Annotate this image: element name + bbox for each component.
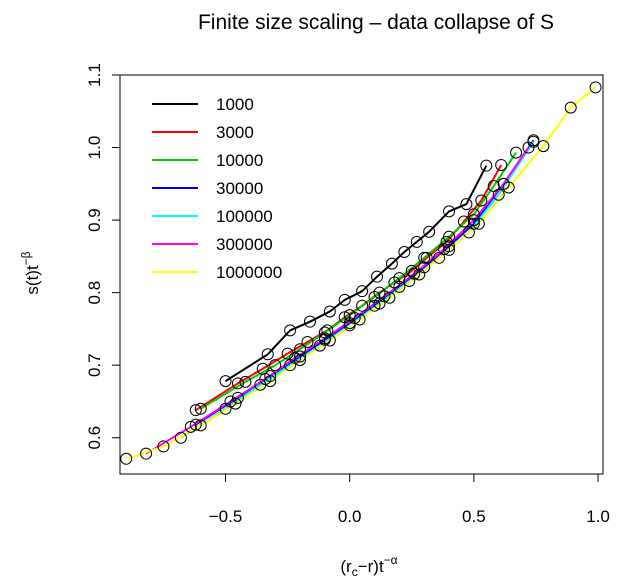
- data-point: [231, 391, 244, 404]
- data-point: [303, 315, 316, 328]
- data-point: [157, 440, 170, 453]
- data-point: [269, 359, 282, 372]
- data-point: [378, 290, 391, 303]
- data-point: [301, 335, 314, 348]
- data-point: [353, 313, 366, 326]
- data-point: [410, 235, 423, 248]
- x-tick-label: 0.5: [462, 507, 486, 526]
- data-point: [231, 377, 244, 390]
- legend-label: 1000: [216, 95, 254, 114]
- x-axis-label-mid: −r)t: [358, 557, 384, 576]
- x-axis-label-sub: c: [352, 565, 358, 579]
- data-point: [189, 404, 202, 417]
- data-point: [294, 354, 307, 367]
- data-point: [284, 324, 297, 337]
- data-point: [229, 397, 242, 410]
- x-tick-label: 0.0: [338, 507, 362, 526]
- legend-label: 30000: [216, 179, 263, 198]
- y-tick-label: 0.6: [85, 426, 104, 450]
- data-point: [194, 402, 207, 415]
- data-point: [294, 350, 307, 363]
- data-point: [564, 101, 577, 114]
- data-point: [194, 419, 207, 432]
- legend-label: 100000: [216, 207, 273, 226]
- data-point: [475, 194, 488, 207]
- data-point: [423, 225, 436, 238]
- data-point: [393, 280, 406, 293]
- legend-label: 3000: [216, 123, 254, 142]
- data-point: [472, 217, 485, 230]
- data-point: [383, 291, 396, 304]
- y-tick-label: 1.0: [85, 136, 104, 160]
- data-point: [408, 267, 421, 280]
- series-line-3000: [195, 164, 503, 412]
- data-point: [371, 270, 384, 283]
- data-point: [338, 293, 351, 306]
- data-point: [120, 452, 133, 465]
- data-point: [418, 251, 431, 264]
- data-point: [480, 159, 493, 172]
- x-tick-label: 1.0: [586, 507, 610, 526]
- data-point: [502, 181, 515, 194]
- data-point: [264, 375, 277, 388]
- data-point: [261, 348, 274, 361]
- x-tick-label: −0.5: [209, 507, 243, 526]
- legend-label: 300000: [216, 235, 273, 254]
- legend-label: 1000000: [216, 263, 282, 282]
- plot-frame: [119, 74, 604, 475]
- data-point: [239, 375, 252, 388]
- legend-label: 10000: [216, 151, 263, 170]
- data-point: [589, 81, 602, 94]
- y-axis-label-base: s(t)t: [23, 265, 42, 295]
- data-point: [510, 146, 523, 159]
- data-point: [462, 226, 475, 239]
- x-axis-label-base: (r: [340, 557, 352, 576]
- x-axis-label-sup: −α: [384, 553, 398, 567]
- data-point: [420, 251, 433, 264]
- data-point: [457, 215, 470, 228]
- data-point: [492, 188, 505, 201]
- series-layer: [120, 81, 602, 465]
- data-point: [537, 140, 550, 153]
- data-point: [385, 257, 398, 270]
- data-point: [443, 205, 456, 218]
- data-point: [460, 198, 473, 211]
- data-point: [398, 246, 411, 259]
- data-point: [323, 305, 336, 318]
- data-point: [438, 243, 451, 256]
- y-tick-label: 0.7: [85, 353, 104, 377]
- data-point: [522, 141, 535, 154]
- data-point: [323, 334, 336, 347]
- chart-title: Finite size scaling – data collapse of S: [198, 11, 554, 34]
- data-point: [219, 375, 232, 388]
- legend: 1000 3000 10000 30000 100000 300000 1000000: [152, 95, 282, 282]
- data-point: [184, 420, 197, 433]
- data-point: [413, 268, 426, 281]
- y-axis-label-sup: −β: [19, 251, 33, 265]
- data-point: [348, 312, 361, 325]
- data-point: [356, 285, 369, 298]
- data-point: [495, 158, 508, 171]
- y-tick-label: 1.1: [85, 63, 104, 87]
- x-axis-label: (rc−r)t−α: [340, 553, 397, 579]
- data-point: [140, 447, 153, 460]
- data-point: [281, 347, 294, 360]
- data-point: [174, 431, 187, 444]
- series-markers: [120, 81, 602, 465]
- data-point: [356, 299, 369, 312]
- series-line-1000000: [125, 86, 597, 460]
- data-point: [443, 243, 456, 256]
- series-line-1000: [224, 165, 488, 382]
- y-axis-label: s(t)t−β: [19, 251, 42, 294]
- y-tick-label: 0.9: [85, 208, 104, 232]
- axes: −0.5 0.0 0.5 1.0 0.6 0.7 0.8 0.9 1.0 1.1: [85, 63, 610, 526]
- plot-area: [119, 74, 604, 475]
- data-point: [467, 208, 480, 221]
- y-tick-label: 0.8: [85, 281, 104, 305]
- data-point: [443, 230, 456, 243]
